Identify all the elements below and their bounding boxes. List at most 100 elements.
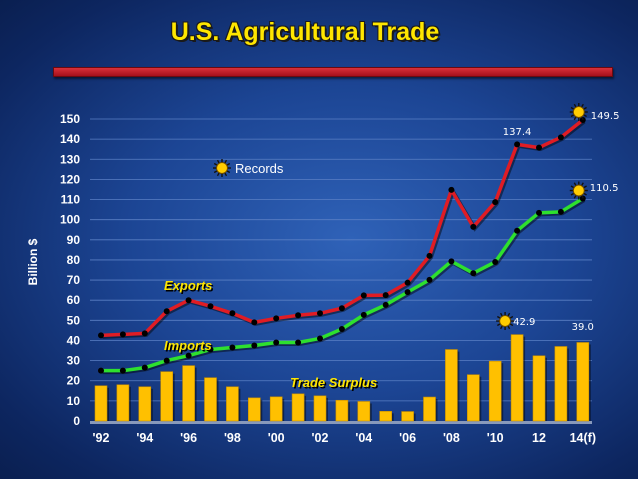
title-underline-bar — [53, 67, 613, 77]
imports-point — [360, 311, 367, 318]
y-tick-label: 80 — [67, 253, 81, 267]
exports-point — [207, 303, 214, 310]
series-label-imports-shadow: Imports — [166, 340, 214, 355]
x-tick-label: '04 — [355, 431, 372, 445]
x-tick-label: '92 — [93, 431, 110, 445]
exports-point — [185, 297, 192, 304]
exports-point — [536, 144, 542, 151]
imports-point — [426, 276, 433, 283]
exports-point — [492, 199, 499, 206]
exports-point — [514, 141, 521, 148]
y-axis-label: Billion $ — [26, 238, 40, 285]
x-tick-label: '10 — [487, 431, 504, 445]
exports-point — [360, 292, 367, 299]
y-tick-label: 100 — [60, 213, 80, 227]
imports-point — [229, 344, 236, 351]
record-sun-icon — [496, 312, 515, 330]
x-tick-label: '02 — [312, 431, 329, 445]
imports-point — [119, 367, 126, 374]
surplus-bar — [269, 396, 283, 422]
data-label: 42.9 — [513, 317, 535, 328]
imports-point — [404, 289, 411, 296]
x-tick-label: '96 — [180, 431, 197, 445]
surplus-bar — [291, 393, 305, 422]
y-tick-label: 60 — [67, 293, 81, 307]
series-label-trade-surplus: Trade Surplus — [290, 375, 377, 390]
series-label-exports: Exports — [164, 278, 212, 293]
y-tick-label: 150 — [60, 112, 80, 126]
data-label: 149.5 — [591, 111, 620, 122]
exports-point — [382, 292, 389, 299]
imports-point — [382, 301, 389, 308]
x-tick-label: '08 — [443, 431, 460, 445]
chart-title: U.S. Agricultural Trade — [170, 18, 440, 46]
imports-point — [98, 367, 104, 374]
y-tick-label: 70 — [67, 273, 81, 287]
imports-point — [273, 339, 280, 346]
exports-point — [141, 330, 148, 337]
x-axis-floor — [90, 421, 592, 424]
surplus-bar — [554, 346, 568, 422]
y-tick-label: 90 — [67, 233, 81, 247]
series-label-imports: Imports — [164, 338, 212, 353]
exports-point — [426, 252, 433, 259]
surplus-bar — [445, 349, 458, 422]
exports-point — [119, 331, 126, 338]
surplus-bar — [138, 386, 152, 422]
surplus-bar — [226, 386, 239, 422]
exports-line — [100, 118, 584, 338]
x-tick-label: '06 — [399, 431, 416, 445]
exports-point — [338, 305, 345, 312]
surplus-bar — [313, 395, 327, 422]
data-label: 39.0 — [572, 322, 594, 333]
imports-point — [536, 209, 542, 216]
imports-point — [470, 270, 477, 277]
exports-point — [448, 186, 455, 193]
data-label: 137.4 — [503, 127, 532, 138]
imports-point — [557, 208, 564, 215]
surplus-bar — [532, 355, 546, 422]
imports-point — [338, 325, 345, 332]
surplus-bar — [204, 377, 217, 422]
exports-point — [404, 279, 411, 286]
surplus-bar — [576, 342, 590, 422]
y-tick-label: 30 — [67, 354, 81, 368]
surplus-bar — [94, 385, 108, 422]
exports-point — [98, 332, 104, 339]
exports-point — [163, 308, 170, 315]
exports-point — [557, 134, 564, 141]
surplus-bar — [116, 384, 130, 422]
y-tick-label: 20 — [67, 374, 81, 388]
surplus-bar — [423, 396, 436, 422]
exports-point — [470, 223, 477, 230]
imports-point — [448, 258, 455, 265]
surplus-bar — [488, 360, 502, 422]
y-tick-label: 110 — [61, 193, 81, 207]
series-label-exports-shadow: Exports — [166, 280, 214, 295]
imports-point — [141, 364, 148, 371]
y-tick-label: 10 — [67, 394, 81, 408]
surplus-bar — [248, 397, 261, 422]
x-tick-label: 12 — [532, 431, 546, 445]
exports-point — [229, 310, 236, 317]
imports-point — [514, 227, 521, 234]
exports-point — [317, 310, 323, 317]
surplus-bar — [357, 401, 371, 422]
y-tick-label: 40 — [67, 333, 81, 347]
data-label: 110.5 — [590, 183, 619, 194]
exports-point — [295, 312, 302, 319]
x-tick-label: '00 — [268, 431, 285, 445]
y-tick-label: 120 — [60, 172, 80, 186]
x-tick-label: '94 — [136, 431, 153, 445]
imports-point — [492, 258, 499, 265]
x-tick-label: 14(f) — [570, 431, 596, 445]
imports-point — [185, 352, 192, 359]
legend-label-records: Records — [235, 161, 284, 176]
x-tick-label: '98 — [224, 431, 241, 445]
record-sun-icon — [569, 181, 588, 200]
y-tick-label: 130 — [60, 152, 80, 166]
sun-icon — [213, 159, 231, 177]
record-sun-icon — [569, 103, 588, 122]
